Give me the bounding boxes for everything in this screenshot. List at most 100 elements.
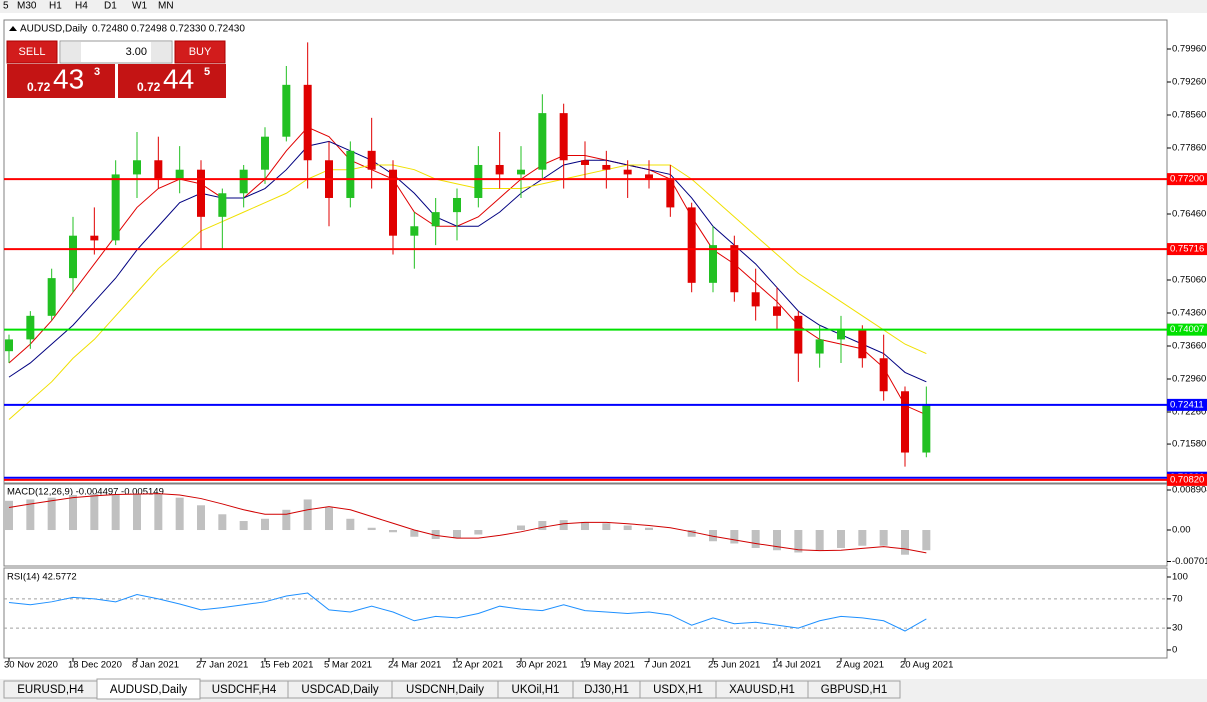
macd-bar	[47, 497, 56, 531]
lot-up[interactable]	[151, 42, 171, 62]
tab-label[interactable]: AUDUSD,Daily	[110, 684, 188, 696]
tab-label[interactable]: EURUSD,H4	[17, 684, 84, 696]
ask-box[interactable]	[118, 64, 226, 98]
macd-bar	[303, 499, 312, 531]
timeframe-button[interactable]: MN	[158, 1, 174, 12]
candle-body	[474, 164, 483, 198]
macd-bar	[794, 530, 803, 553]
candle-body	[730, 245, 739, 293]
tab-label[interactable]: UKOil,H1	[512, 684, 560, 696]
x-tick-label: 7 Jun 2021	[644, 660, 691, 671]
macd-bar	[751, 530, 760, 548]
macd-bar	[282, 509, 291, 531]
bid-box[interactable]	[7, 64, 115, 98]
macd-bar	[879, 530, 888, 546]
macd-bar	[645, 527, 653, 531]
ask-big: 44	[163, 63, 194, 94]
macd-bar	[709, 530, 717, 542]
sell-label[interactable]: SELL	[19, 46, 46, 58]
bid-big: 43	[53, 63, 84, 94]
macd-bar	[517, 525, 525, 531]
y-tick-label: 0.71580	[1172, 439, 1206, 450]
macd-bar	[410, 530, 419, 537]
x-tick-label: 27 Jan 2021	[196, 660, 248, 671]
x-tick-label: 24 Mar 2021	[388, 660, 441, 671]
x-tick-label: 15 Feb 2021	[260, 660, 313, 671]
tab-label[interactable]: USDCNH,Daily	[406, 684, 484, 696]
candle-body	[111, 174, 120, 241]
timeframe-button[interactable]: H1	[49, 1, 62, 12]
tab-label[interactable]: USDX,H1	[653, 684, 703, 696]
y-tick-label: -0.00701	[1172, 556, 1207, 567]
macd-bar	[26, 499, 35, 531]
toolbar	[0, 0, 1207, 13]
price-label: 0.72411	[1170, 399, 1204, 410]
collapse-icon[interactable]	[9, 26, 17, 31]
candle-body	[922, 403, 931, 453]
y-tick-label: 0.76460	[1172, 209, 1206, 220]
x-tick-label: 30 Apr 2021	[516, 660, 567, 671]
macd-title: MACD(12,26,9) -0.004497 -0.005149	[7, 487, 164, 498]
timeframe-button[interactable]: H4	[75, 1, 88, 12]
macd-bar	[197, 505, 205, 531]
macd-bar	[687, 530, 696, 537]
tab[interactable]	[807, 680, 901, 699]
candle-body	[773, 306, 781, 316]
macd-bar	[453, 530, 461, 539]
macd-bar	[901, 530, 909, 555]
tab-label[interactable]: USDCHF,H4	[212, 684, 277, 696]
price-label-box	[1167, 398, 1207, 411]
macd-bar	[175, 497, 184, 531]
tab-label[interactable]: XAUUSD,H1	[729, 684, 795, 696]
rsi-title: RSI(14) 42.5772	[7, 572, 77, 583]
bid-prefix: 0.72	[27, 80, 51, 94]
price-label-box	[1167, 173, 1207, 186]
price-label-box	[1167, 323, 1207, 336]
x-tick-label: 5 Mar 2021	[324, 660, 372, 671]
macd-bar	[431, 530, 440, 539]
y-tick-label: 0.72260	[1172, 407, 1206, 418]
tab-label[interactable]: USDCAD,Daily	[301, 684, 379, 696]
macd-bar	[858, 530, 867, 546]
timeframe-button[interactable]: D1	[104, 1, 117, 12]
lot-value[interactable]: 3.00	[126, 46, 147, 58]
x-tick-label: 19 May 2021	[580, 660, 635, 671]
y-tick-label: 0.72960	[1172, 374, 1206, 385]
macd-bar	[239, 521, 248, 531]
buy-label[interactable]: BUY	[189, 46, 212, 58]
candle-body	[559, 113, 568, 161]
macd-bar	[581, 521, 589, 531]
candle-body	[47, 278, 56, 316]
macd-signal	[8, 493, 927, 554]
ask-small: 5	[204, 66, 210, 78]
macd-bar	[111, 494, 120, 531]
timeframe-button[interactable]: W1	[132, 1, 147, 12]
lot-down[interactable]	[61, 42, 81, 62]
macd-bar	[325, 507, 333, 531]
tab-label[interactable]: GBPUSD,H1	[821, 684, 887, 696]
macd-bar	[730, 530, 739, 544]
y-tick-label: 0.78560	[1172, 110, 1206, 121]
macd-pane	[3, 483, 1168, 567]
macd-bar	[837, 530, 845, 548]
tab-label[interactable]: DJ30,H1	[584, 684, 629, 696]
moving-average	[8, 126, 927, 416]
candle-body	[367, 150, 376, 170]
sell-button[interactable]	[6, 40, 58, 64]
macd-bar	[5, 500, 13, 531]
candle-body	[5, 339, 13, 352]
macd-bar	[69, 494, 77, 531]
candle-body	[602, 164, 611, 170]
x-tick-label: 25 Jun 2021	[708, 660, 760, 671]
rsi-pane	[3, 567, 1168, 659]
candle-body	[389, 169, 397, 236]
timeframe-button[interactable]: 5	[3, 1, 9, 12]
candle-body	[133, 160, 141, 175]
x-tick-label: 8 Jan 2021	[132, 660, 179, 671]
timeframe-button[interactable]: M30	[17, 1, 37, 12]
buy-button[interactable]	[174, 40, 226, 64]
x-tick-label: 30 Nov 2020	[4, 660, 58, 671]
lot-input[interactable]	[59, 40, 173, 64]
y-tick-label: 0	[1172, 644, 1177, 655]
